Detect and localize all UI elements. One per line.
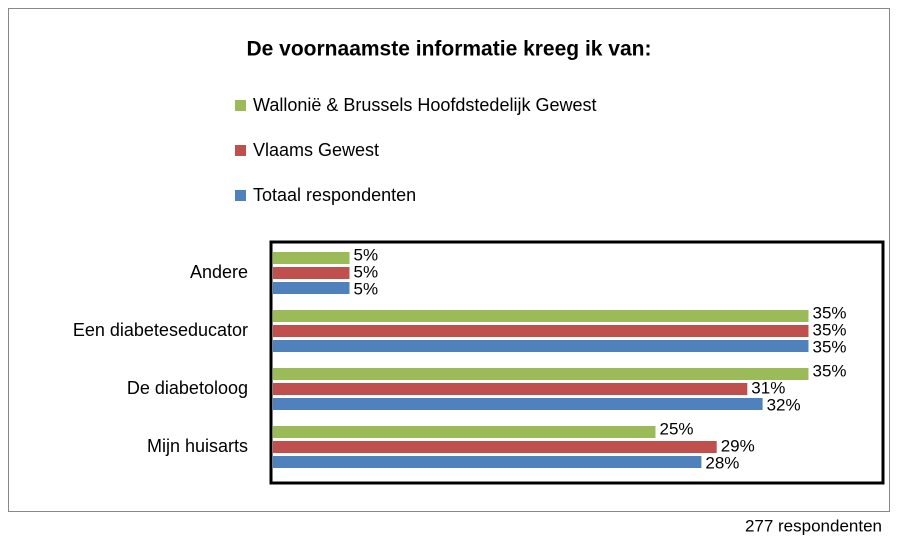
value-label: 5% xyxy=(354,279,379,298)
value-label: 32% xyxy=(767,395,801,414)
bar xyxy=(273,282,350,294)
bar xyxy=(273,398,763,410)
y-tick-label: Andere xyxy=(190,262,248,282)
value-label: 5% xyxy=(354,245,379,264)
legend-label: Totaal respondenten xyxy=(253,185,416,205)
value-label: 35% xyxy=(813,303,847,322)
value-label: 31% xyxy=(751,378,785,397)
y-tick-label: Mijn huisarts xyxy=(147,436,248,456)
y-tick-label: De diabetoloog xyxy=(127,378,248,398)
chart-title: De voornaamste informatie kreeg ik van: xyxy=(247,38,652,61)
value-label: 25% xyxy=(660,419,694,438)
value-label: 28% xyxy=(705,453,739,472)
bar xyxy=(273,426,656,438)
legend-swatch xyxy=(235,145,246,156)
legend-label: Vlaams Gewest xyxy=(253,140,379,160)
bar xyxy=(273,325,809,337)
value-label: 35% xyxy=(813,337,847,356)
bar xyxy=(273,368,809,380)
legend-label: Wallonië & Brussels Hoofdstedelijk Gewes… xyxy=(253,95,596,115)
legend-swatch xyxy=(235,190,246,201)
y-tick-label: Een diabeteseducator xyxy=(73,320,248,340)
bar xyxy=(273,267,350,279)
bar xyxy=(273,456,702,468)
footnote: 277 respondenten xyxy=(745,516,882,535)
bar xyxy=(273,441,717,453)
bar xyxy=(273,252,350,264)
value-label: 5% xyxy=(354,262,379,281)
legend-swatch xyxy=(235,100,246,111)
value-label: 29% xyxy=(721,436,755,455)
value-label: 35% xyxy=(813,320,847,339)
bar xyxy=(273,340,809,352)
bar xyxy=(273,310,809,322)
bar xyxy=(273,383,748,395)
value-label: 35% xyxy=(813,361,847,380)
